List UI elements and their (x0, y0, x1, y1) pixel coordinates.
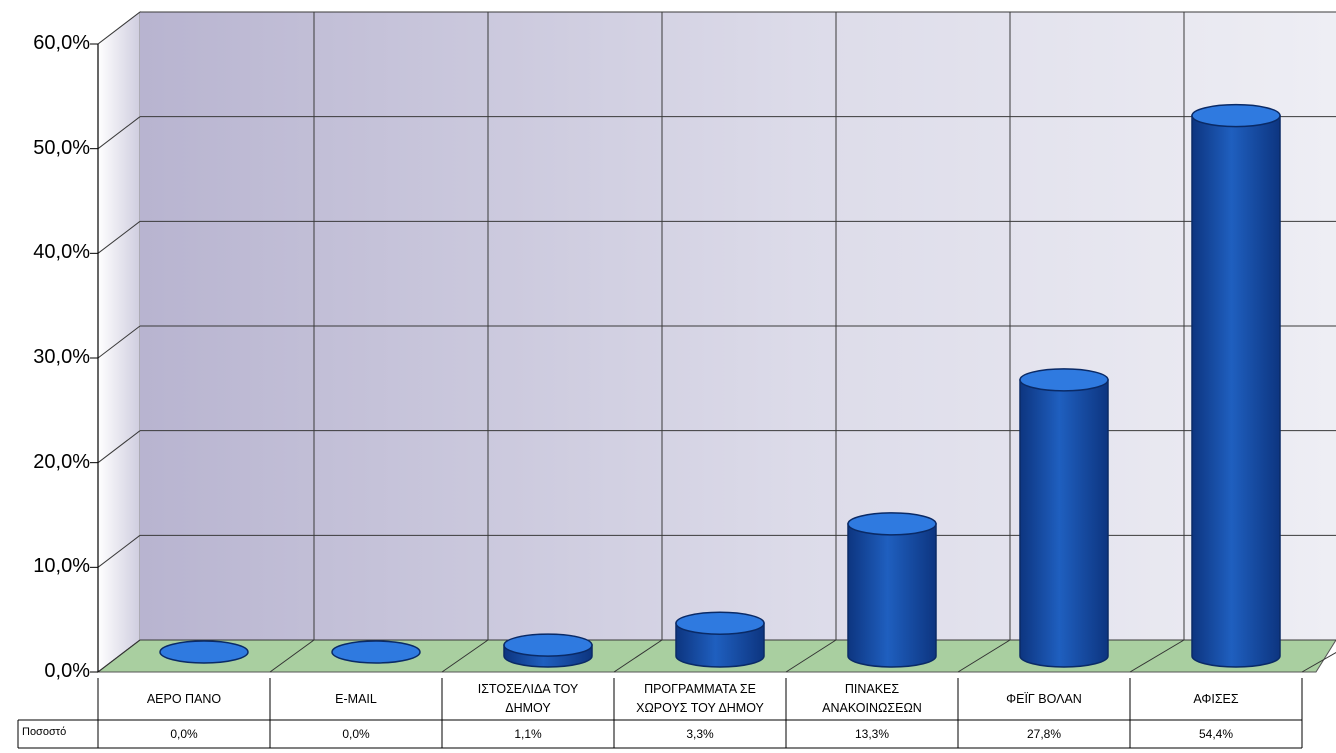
bar-top (159, 640, 249, 664)
floor-divider (1301, 651, 1336, 673)
bar-body (1191, 114, 1281, 668)
data-label: 1,1% (514, 727, 542, 741)
x-category-label: ΠΡΟΓΡΑΜΜΑΤΑ ΣΕ ΧΩΡΟΥΣ ΤΟΥ ΔΗΜΟΥ (636, 682, 764, 715)
y-tick-label: 40,0% (33, 241, 90, 264)
floor-divider (97, 639, 141, 673)
floor-divider (785, 639, 837, 673)
y-tick-label: 0,0% (44, 660, 90, 682)
data-table-row-header: Ποσοστό (22, 726, 67, 738)
data-label: 0,0% (342, 727, 370, 741)
gridline-side (97, 11, 141, 45)
floor-divider (613, 639, 663, 673)
floor-divider (957, 639, 1011, 673)
floor-divider (1129, 639, 1185, 673)
floor-divider (441, 639, 489, 673)
bar-body (1019, 379, 1109, 668)
bar-top (503, 633, 593, 657)
floor-divider (269, 639, 315, 673)
chart-title (470, 0, 890, 10)
data-label: 27,8% (1026, 727, 1062, 741)
bar-top (1019, 368, 1109, 392)
bar-body (675, 622, 765, 668)
data-label: 54,4% (1198, 727, 1234, 741)
data-label: 0,0% (170, 727, 198, 741)
gridline-side (97, 116, 141, 150)
gridline-side (97, 430, 141, 464)
bar-body (847, 523, 937, 668)
y-tick-label: 20,0% (33, 450, 90, 473)
data-label: 3,3% (686, 727, 714, 741)
bar-top (1191, 103, 1281, 128)
bar-top (331, 640, 421, 664)
bar-top (675, 611, 765, 635)
data-label: 13,3% (854, 727, 890, 741)
gridline-side (97, 220, 141, 254)
y-tick-label: 30,0% (33, 346, 90, 368)
x-category-label: ΦΕΪΓ ΒΟΛΑΝ (1006, 691, 1082, 706)
gridline-side (97, 534, 141, 568)
bar-top (847, 512, 937, 536)
gridline-side (97, 325, 141, 359)
y-tick-label: 60,0% (33, 32, 90, 54)
x-category-label: ΠΙΝΑΚΕΣ ΑΝΑΚΟΙΝΩΣΕΩΝ (822, 682, 922, 715)
y-tick-label: 10,0% (33, 555, 90, 578)
x-category-label: E-MAIL (335, 691, 377, 706)
x-category-label: ΑΦΙΣΕΣ (1193, 691, 1239, 706)
y-tick-label: 50,0% (33, 136, 90, 159)
x-category-label: ΑΕΡΟ ΠΑΝΟ (146, 691, 222, 706)
x-category-label: ΙΣΤΟΣΕΛΙΔΑ ΤΟΥ ΔΗΜΟΥ (477, 682, 579, 715)
